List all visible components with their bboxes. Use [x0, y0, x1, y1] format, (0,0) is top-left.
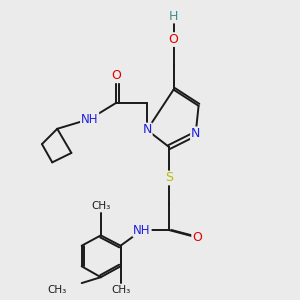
Text: NH: NH — [81, 112, 98, 126]
Text: H: H — [169, 10, 178, 22]
Text: N: N — [142, 124, 152, 136]
Text: S: S — [165, 172, 173, 184]
Text: CH₃: CH₃ — [91, 201, 110, 211]
Text: NH: NH — [133, 224, 151, 237]
Text: O: O — [192, 231, 202, 244]
Text: CH₃: CH₃ — [111, 286, 130, 296]
Text: CH₃: CH₃ — [48, 285, 67, 295]
Text: N: N — [191, 127, 200, 140]
Text: O: O — [169, 33, 178, 46]
Text: O: O — [111, 69, 121, 82]
